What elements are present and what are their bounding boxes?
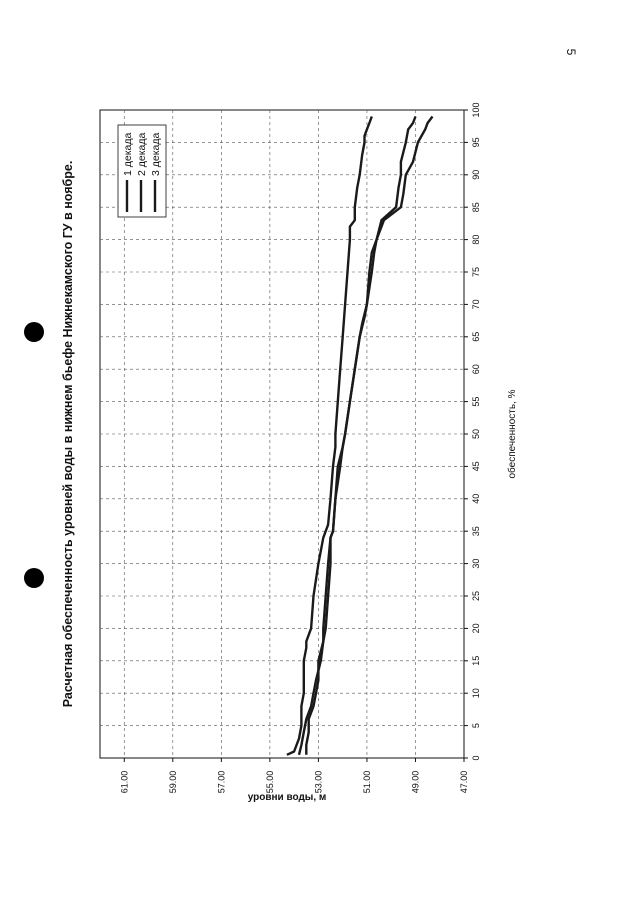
y-tick-label: 47.00 [459,771,469,794]
x-tick-label: 85 [471,202,481,212]
legend: 1 декада 2 декада 3 декада [117,124,167,218]
y-tick-label: 49.00 [410,771,420,794]
x-tick-label: 75 [471,267,481,277]
x-tick-label: 80 [471,235,481,245]
x-tick-label: 30 [471,559,481,569]
binder-hole-top [24,322,44,342]
legend-label-2: 2 декада [136,132,148,176]
legend-label-1: 1 декада [122,132,134,176]
chart-title: Расчетная обеспеченность уровней воды в … [61,161,75,708]
y-axis-label: уровни воды, м [248,792,327,803]
series-line-3 [297,115,434,756]
series-line-1 [286,116,373,756]
x-tick-label: 90 [471,170,481,180]
x-tick-label: 95 [471,137,481,147]
x-tick-label: 45 [471,461,481,471]
y-tick-label: 55.00 [265,771,275,794]
x-tick-label: 35 [471,526,481,536]
x-tick-label: 50 [471,429,481,439]
x-tick-label: 5 [471,723,481,728]
x-tick-label: 0 [471,755,481,760]
x-tick-label: 10 [471,688,481,698]
y-tick-label: 61.00 [119,771,129,794]
binder-hole-bottom [24,568,44,588]
legend-label-3: 3 декада [150,132,162,176]
x-tick-label: 100 [471,102,481,117]
x-tick-label: 40 [471,494,481,504]
y-tick-label: 57.00 [216,771,226,794]
x-tick-label: 65 [471,332,481,342]
y-tick-label: 51.00 [362,771,372,794]
x-tick-label: 15 [471,656,481,666]
y-tick-label: 53.00 [313,771,323,794]
y-tick-label: 59.00 [168,771,178,794]
x-axis-label: обеспеченность, % [506,389,518,478]
x-tick-label: 60 [471,364,481,374]
x-tick-label: 20 [471,623,481,633]
x-tick-label: 70 [471,299,481,309]
x-tick-label: 25 [471,591,481,601]
x-tick-label: 55 [471,397,481,407]
